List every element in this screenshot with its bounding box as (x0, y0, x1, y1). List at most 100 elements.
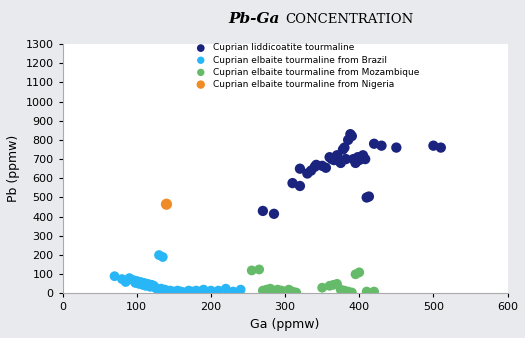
Cuprian elbaite tourmaline from Mozambique (355, 270, 363, 275)
Cuprian elbaite tourmaline from Mozambique (266, 286, 275, 291)
Cuprian elbaite tourmaline from Mozambique (362, 289, 371, 294)
Cuprian elbaite tourmaline from Brazil (133, 278, 141, 284)
Cuprian elbaite tourmaline from Mozambique (292, 290, 300, 295)
Cuprian liddicoatite tourmaline (318, 163, 327, 169)
Cuprian liddicoatite tourmaline (312, 162, 320, 168)
Text: CONCENTRATION: CONCENTRATION (285, 14, 413, 26)
Cuprian liddicoatite tourmaline (296, 166, 304, 171)
Cuprian liddicoatite tourmaline (351, 160, 360, 166)
Cuprian liddicoatite tourmaline (333, 152, 341, 158)
Cuprian elbaite tourmaline from Brazil (170, 289, 178, 294)
Cuprian elbaite tourmaline from Brazil (135, 281, 143, 287)
Cuprian liddicoatite tourmaline (437, 145, 445, 150)
Cuprian elbaite tourmaline from Mozambique (337, 287, 345, 292)
Cuprian liddicoatite tourmaline (349, 156, 358, 162)
Cuprian liddicoatite tourmaline (348, 134, 356, 139)
Cuprian elbaite tourmaline from Brazil (136, 279, 145, 285)
Cuprian liddicoatite tourmaline (326, 154, 334, 160)
Cuprian elbaite tourmaline from Mozambique (370, 289, 379, 294)
Cuprian elbaite tourmaline from Brazil (146, 284, 154, 289)
Cuprian elbaite tourmaline from Mozambique (329, 282, 338, 288)
Cuprian elbaite tourmaline from Brazil (155, 252, 163, 258)
Cuprian liddicoatite tourmaline (303, 171, 311, 176)
Cuprian elbaite tourmaline from Brazil (173, 288, 182, 293)
Cuprian elbaite tourmaline from Mozambique (344, 289, 352, 294)
Cuprian liddicoatite tourmaline (307, 168, 315, 173)
Cuprian liddicoatite tourmaline (362, 195, 371, 200)
Cuprian elbaite tourmaline from Brazil (121, 279, 130, 285)
Cuprian elbaite tourmaline from Mozambique (340, 288, 349, 293)
Cuprian elbaite tourmaline from Brazil (140, 280, 149, 286)
Cuprian elbaite tourmaline from Brazil (188, 289, 197, 294)
Cuprian liddicoatite tourmaline (359, 152, 367, 158)
Cuprian elbaite tourmaline from Brazil (139, 282, 147, 288)
Cuprian liddicoatite tourmaline (328, 156, 336, 162)
Cuprian elbaite tourmaline from Mozambique (285, 287, 293, 292)
Cuprian elbaite tourmaline from Brazil (110, 273, 119, 279)
Cuprian elbaite tourmaline from Mozambique (259, 288, 267, 293)
Cuprian liddicoatite tourmaline (377, 143, 386, 148)
Cuprian elbaite tourmaline from Brazil (161, 287, 169, 292)
Cuprian elbaite tourmaline from Mozambique (333, 281, 341, 287)
Cuprian elbaite tourmaline from Mozambique (277, 288, 286, 293)
Cuprian elbaite tourmaline from Brazil (151, 285, 160, 290)
Legend: Cuprian liddicoatite tourmaline, Cuprian elbaite tourmaline from Brazil, Cuprian: Cuprian liddicoatite tourmaline, Cuprian… (192, 44, 419, 89)
Cuprian elbaite tourmaline from Brazil (222, 286, 230, 291)
Cuprian liddicoatite tourmaline (259, 208, 267, 214)
Cuprian liddicoatite tourmaline (270, 211, 278, 217)
Cuprian liddicoatite tourmaline (296, 183, 304, 189)
Cuprian elbaite tourmaline from Brazil (150, 283, 158, 289)
Cuprian elbaite tourmaline from Brazil (196, 289, 204, 294)
Cuprian liddicoatite tourmaline (365, 194, 373, 199)
Cuprian elbaite tourmaline from Mozambique (270, 288, 278, 293)
Cuprian elbaite tourmaline from Brazil (144, 281, 152, 287)
Cuprian liddicoatite tourmaline (344, 137, 352, 143)
Cuprian liddicoatite tourmaline (355, 158, 363, 163)
Cuprian elbaite tourmaline from Mozambique (351, 271, 360, 277)
Cuprian elbaite tourmaline from Mozambique (247, 268, 256, 273)
Cuprian liddicoatite tourmaline (361, 156, 370, 162)
Cuprian liddicoatite tourmaline (342, 156, 350, 162)
Cuprian elbaite tourmaline from Brazil (229, 289, 237, 294)
Cuprian elbaite tourmaline from Brazil (131, 280, 140, 286)
Cuprian elbaite tourmaline from Mozambique (262, 287, 271, 292)
Cuprian liddicoatite tourmaline (335, 158, 343, 164)
Cuprian liddicoatite tourmaline (370, 141, 379, 146)
Cuprian elbaite tourmaline from Brazil (159, 254, 167, 260)
Cuprian liddicoatite tourmaline (337, 160, 345, 166)
Cuprian elbaite tourmaline from Brazil (153, 286, 161, 291)
Cuprian elbaite tourmaline from Brazil (192, 288, 201, 293)
Cuprian elbaite tourmaline from Mozambique (318, 285, 327, 290)
Cuprian elbaite tourmaline from Nigeria (162, 201, 171, 207)
Cuprian elbaite tourmaline from Brazil (200, 287, 208, 292)
Cuprian elbaite tourmaline from Brazil (125, 275, 133, 281)
Cuprian elbaite tourmaline from Brazil (207, 288, 215, 293)
Cuprian elbaite tourmaline from Brazil (148, 282, 156, 288)
Cuprian elbaite tourmaline from Brazil (155, 287, 163, 292)
Cuprian elbaite tourmaline from Brazil (162, 289, 171, 294)
Cuprian liddicoatite tourmaline (330, 158, 338, 163)
Cuprian elbaite tourmaline from Brazil (118, 276, 126, 282)
Y-axis label: Pb (ppmw): Pb (ppmw) (7, 135, 20, 202)
Cuprian elbaite tourmaline from Brazil (181, 290, 189, 295)
Cuprian liddicoatite tourmaline (311, 164, 319, 169)
Cuprian liddicoatite tourmaline (356, 154, 365, 160)
Cuprian elbaite tourmaline from Brazil (159, 288, 167, 293)
Cuprian elbaite tourmaline from Brazil (184, 288, 193, 293)
X-axis label: Ga (ppmw): Ga (ppmw) (250, 318, 320, 331)
Text: Pb-Ga: Pb-Ga (228, 13, 285, 26)
Cuprian elbaite tourmaline from Mozambique (288, 289, 297, 294)
Cuprian elbaite tourmaline from Brazil (129, 277, 138, 283)
Cuprian elbaite tourmaline from Mozambique (348, 290, 356, 295)
Cuprian elbaite tourmaline from Mozambique (281, 289, 289, 294)
Cuprian elbaite tourmaline from Mozambique (326, 283, 334, 289)
Cuprian liddicoatite tourmaline (340, 145, 349, 150)
Cuprian liddicoatite tourmaline (346, 131, 354, 137)
Cuprian liddicoatite tourmaline (429, 143, 438, 148)
Cuprian elbaite tourmaline from Brazil (157, 286, 165, 291)
Cuprian elbaite tourmaline from Brazil (214, 288, 223, 293)
Cuprian liddicoatite tourmaline (288, 180, 297, 186)
Cuprian elbaite tourmaline from Brazil (236, 287, 245, 292)
Cuprian elbaite tourmaline from Mozambique (255, 267, 264, 272)
Cuprian liddicoatite tourmaline (353, 154, 362, 160)
